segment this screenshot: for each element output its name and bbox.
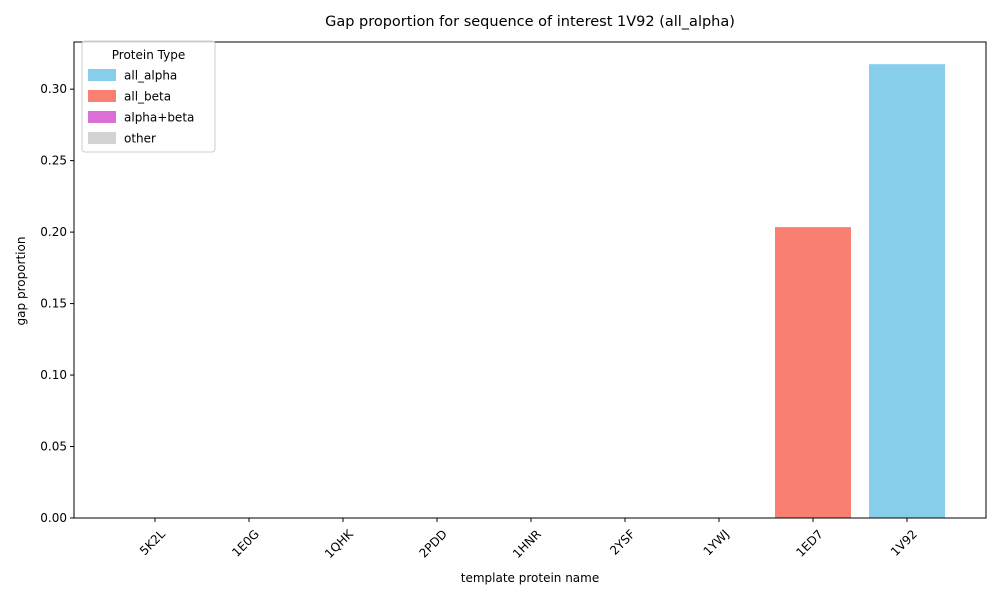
y-tick-label: 0.00 xyxy=(40,511,67,525)
legend-title: Protein Type xyxy=(112,48,185,62)
x-tick-label: 2PDD xyxy=(416,527,449,560)
legend-label: other xyxy=(124,132,156,146)
y-axis-label: gap proportion xyxy=(14,237,28,326)
x-tick-label: 1ED7 xyxy=(793,527,826,560)
plot-frame xyxy=(73,41,987,519)
y-tick-label: 0.25 xyxy=(40,154,67,168)
y-tick-label: 0.10 xyxy=(40,368,67,382)
y-axis-ticks: 0.00 0.05 0.10 0.15 0.20 0.25 0.30 xyxy=(40,82,74,525)
x-axis-label: template protein name xyxy=(461,571,600,585)
x-tick-label: 1HNR xyxy=(510,527,544,561)
legend-swatch xyxy=(88,111,116,123)
legend-label: alpha+beta xyxy=(124,111,194,125)
x-axis-ticks: 5K2L 1E0G 1QHK 2PDD 1HNR 2YSF 1YWJ 1ED7 1V92 xyxy=(137,518,920,561)
legend-swatch xyxy=(88,90,116,102)
legend-swatch xyxy=(88,132,116,144)
legend-swatch xyxy=(88,69,116,81)
y-tick-label: 0.20 xyxy=(40,225,67,239)
legend-label: all_beta xyxy=(124,90,171,104)
x-tick-label: 1V92 xyxy=(888,527,920,559)
bar-1ed7 xyxy=(775,227,851,518)
x-tick-label: 1E0G xyxy=(229,527,262,560)
legend-label: all_alpha xyxy=(124,69,177,83)
bars-layer xyxy=(775,64,945,518)
legend-frame xyxy=(81,40,216,153)
x-tick-label: 5K2L xyxy=(137,527,168,558)
y-tick-label: 0.05 xyxy=(40,440,67,454)
x-tick-label: 2YSF xyxy=(607,527,638,558)
chart-title: Gap proportion for sequence of interest … xyxy=(325,14,735,30)
y-tick-label: 0.30 xyxy=(40,82,67,96)
legend-entries: all_alpha all_beta alpha+beta other xyxy=(88,69,194,146)
x-tick-label: 1YWJ xyxy=(701,527,732,558)
x-tick-label: 1QHK xyxy=(322,526,357,561)
y-tick-label: 0.15 xyxy=(40,297,67,311)
bar-1v92 xyxy=(869,64,945,518)
legend: Protein Type all_alpha all_beta alpha+beta… xyxy=(81,40,216,153)
